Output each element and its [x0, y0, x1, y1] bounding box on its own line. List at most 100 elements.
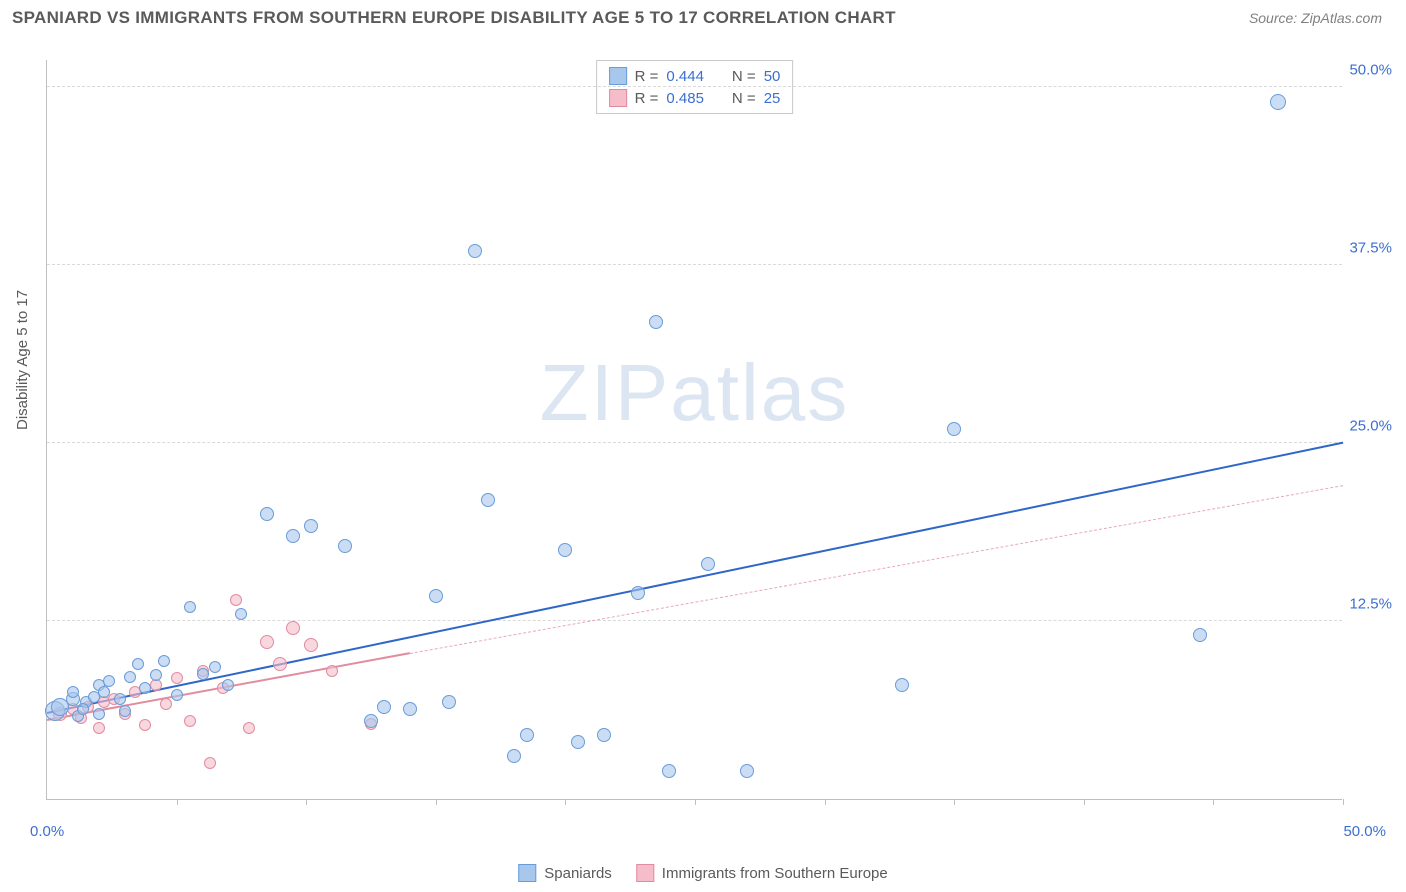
x-tick	[954, 799, 955, 805]
x-tick	[825, 799, 826, 805]
data-point	[286, 529, 300, 543]
data-point	[184, 715, 196, 727]
data-point	[160, 698, 172, 710]
gridline	[47, 442, 1342, 443]
data-point	[209, 661, 221, 673]
data-point	[77, 703, 89, 715]
y-axis-title: Disability Age 5 to 17	[14, 290, 31, 430]
legend-row-immigrants: R = 0.485 N = 25	[609, 87, 781, 109]
x-tick	[695, 799, 696, 805]
data-point	[520, 728, 534, 742]
x-tick	[436, 799, 437, 805]
data-point	[304, 519, 318, 533]
x-axis-min-label: 0.0%	[30, 823, 64, 840]
n-value: 50	[764, 68, 781, 85]
legend-label: Spaniards	[544, 865, 612, 882]
legend-row-spaniards: R = 0.444 N = 50	[609, 65, 781, 87]
data-point	[67, 686, 79, 698]
x-tick	[1213, 799, 1214, 805]
x-tick	[565, 799, 566, 805]
r-value: 0.444	[666, 68, 704, 85]
data-point	[571, 735, 585, 749]
data-point	[124, 671, 136, 683]
n-value: 25	[764, 90, 781, 107]
data-point	[558, 543, 572, 557]
y-tick-label: 25.0%	[1349, 418, 1392, 435]
x-tick	[1343, 799, 1344, 805]
data-point	[132, 658, 144, 670]
data-point	[98, 686, 110, 698]
data-point	[304, 638, 318, 652]
data-point	[286, 621, 300, 635]
swatch-pink	[609, 89, 627, 107]
data-point	[273, 657, 287, 671]
data-point	[1193, 628, 1207, 642]
plot-area: ZIPatlas R = 0.444 N = 50 R = 0.485 N = …	[46, 60, 1342, 800]
data-point	[1270, 94, 1286, 110]
data-point	[260, 635, 274, 649]
data-point	[338, 539, 352, 553]
swatch-pink	[636, 864, 654, 882]
series-legend: Spaniards Immigrants from Southern Europ…	[518, 864, 887, 882]
y-tick-label: 50.0%	[1349, 62, 1392, 79]
data-point	[243, 722, 255, 734]
data-point	[158, 655, 170, 667]
data-point	[119, 705, 131, 717]
legend-item-immigrants: Immigrants from Southern Europe	[636, 864, 888, 882]
data-point	[649, 315, 663, 329]
r-value: 0.485	[666, 90, 704, 107]
data-point	[197, 668, 209, 680]
n-label: N =	[732, 68, 756, 85]
watermark-light: atlas	[670, 348, 849, 437]
data-point	[468, 244, 482, 258]
swatch-blue	[518, 864, 536, 882]
data-point	[184, 601, 196, 613]
data-point	[260, 507, 274, 521]
data-point	[114, 693, 126, 705]
data-point	[597, 728, 611, 742]
data-point	[662, 764, 676, 778]
data-point	[171, 689, 183, 701]
data-point	[631, 586, 645, 600]
x-tick	[306, 799, 307, 805]
gridline	[47, 264, 1342, 265]
n-label: N =	[732, 90, 756, 107]
y-tick-label: 12.5%	[1349, 596, 1392, 613]
x-tick	[1084, 799, 1085, 805]
source-attribution: Source: ZipAtlas.com	[1249, 10, 1382, 26]
data-point	[171, 672, 183, 684]
data-point	[507, 749, 521, 763]
data-point	[230, 594, 242, 606]
x-tick	[177, 799, 178, 805]
chart-header: SPANIARD VS IMMIGRANTS FROM SOUTHERN EUR…	[0, 0, 1406, 32]
data-point	[326, 665, 338, 677]
data-point	[701, 557, 715, 571]
data-point	[429, 589, 443, 603]
data-point	[93, 722, 105, 734]
data-point	[403, 702, 417, 716]
data-point	[103, 675, 115, 687]
legend-item-spaniards: Spaniards	[518, 864, 612, 882]
trend-line	[47, 441, 1343, 713]
r-label: R =	[635, 68, 659, 85]
data-point	[364, 714, 378, 728]
data-point	[150, 669, 162, 681]
data-point	[139, 682, 151, 694]
legend-label: Immigrants from Southern Europe	[662, 865, 888, 882]
data-point	[139, 719, 151, 731]
watermark-bold: ZIP	[540, 348, 670, 437]
data-point	[235, 608, 247, 620]
watermark: ZIPatlas	[540, 347, 849, 439]
y-tick-label: 37.5%	[1349, 240, 1392, 257]
data-point	[222, 679, 234, 691]
data-point	[740, 764, 754, 778]
data-point	[93, 708, 105, 720]
chart-title: SPANIARD VS IMMIGRANTS FROM SOUTHERN EUR…	[12, 8, 896, 28]
data-point	[442, 695, 456, 709]
data-point	[481, 493, 495, 507]
gridline	[47, 86, 1342, 87]
data-point	[377, 700, 391, 714]
gridline	[47, 620, 1342, 621]
x-axis-max-label: 50.0%	[1343, 823, 1386, 840]
data-point	[895, 678, 909, 692]
